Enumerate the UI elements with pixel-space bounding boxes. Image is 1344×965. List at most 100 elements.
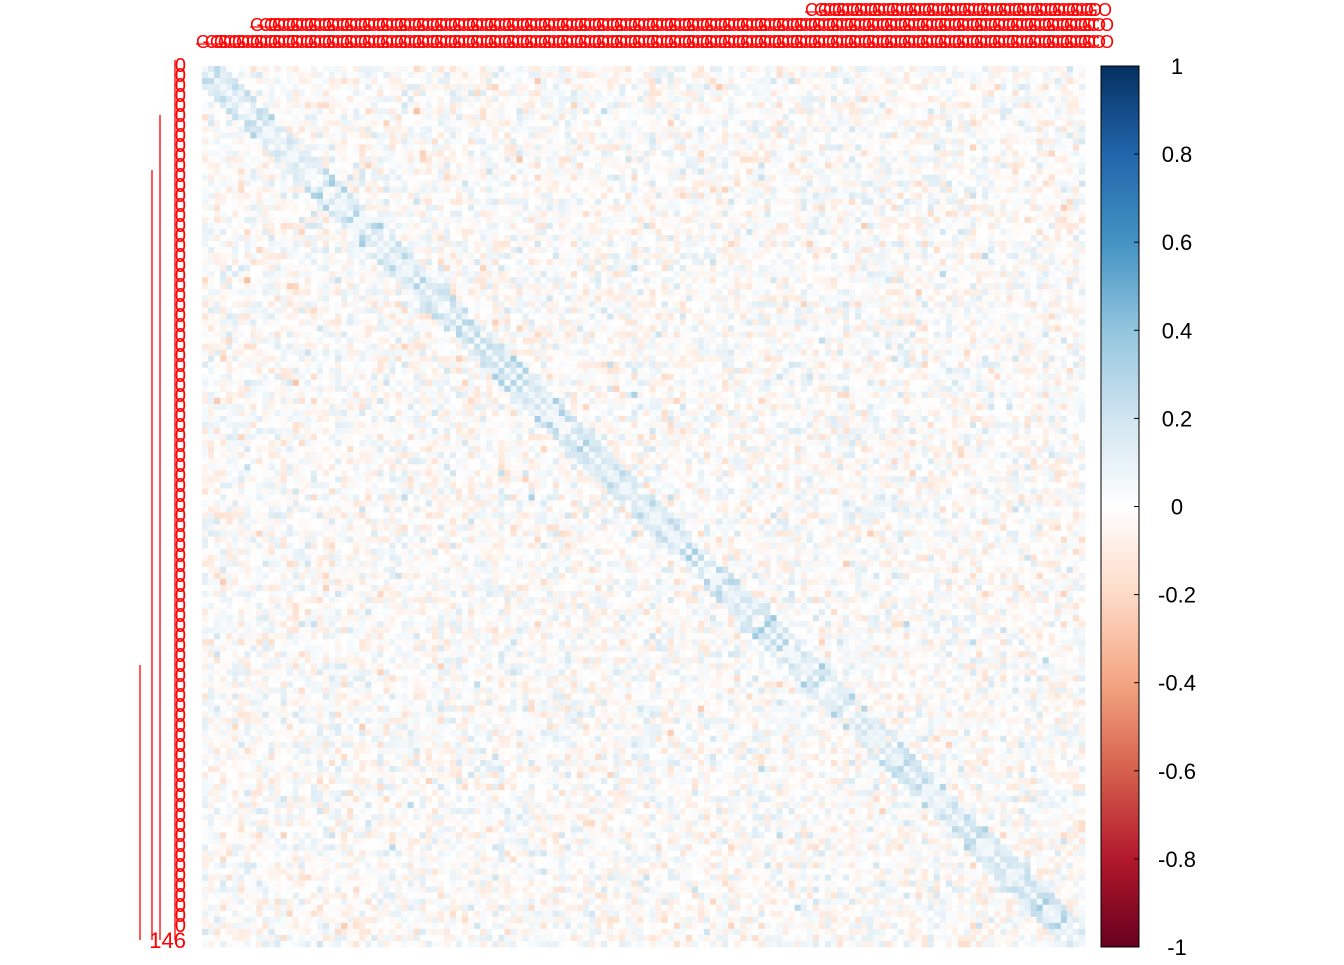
heatmap-cell (1025, 138, 1031, 144)
heatmap-cell (644, 132, 650, 138)
heatmap-cell (813, 114, 819, 120)
heatmap-cell (1025, 229, 1031, 235)
heatmap-cell (758, 144, 764, 150)
heatmap-cell (396, 114, 402, 120)
heatmap-cell (492, 253, 498, 259)
heatmap-cell (662, 84, 668, 90)
heatmap-cell (777, 163, 783, 169)
heatmap-cell (571, 235, 577, 241)
heatmap-cell (541, 253, 547, 259)
heatmap-cell (305, 108, 311, 114)
heatmap-cell (220, 229, 226, 235)
heatmap-cell (946, 193, 952, 199)
heatmap-cell (758, 181, 764, 187)
heatmap-cell (1043, 229, 1049, 235)
heatmap-cell (250, 169, 256, 175)
heatmap-cell (1049, 96, 1055, 102)
heatmap-cell (1067, 120, 1073, 126)
heatmap-cell (758, 132, 764, 138)
heatmap-cell (1073, 72, 1079, 78)
heatmap-cell (577, 150, 583, 156)
heatmap-cell (287, 205, 293, 211)
heatmap-cell (650, 259, 656, 265)
heatmap-cell (553, 247, 559, 253)
heatmap-cell (281, 223, 287, 229)
heatmap-cell (281, 259, 287, 265)
heatmap-cell (583, 253, 589, 259)
heatmap-cell (311, 175, 317, 181)
heatmap-cell (637, 217, 643, 223)
heatmap-cell (885, 72, 891, 78)
heatmap-cell (516, 235, 522, 241)
heatmap-cell (704, 120, 710, 126)
heatmap-cell (420, 66, 426, 72)
heatmap-cell (1043, 217, 1049, 223)
heatmap-cell (414, 108, 420, 114)
heatmap-cell (1079, 193, 1085, 199)
heatmap-cell (595, 199, 601, 205)
heatmap-cell (940, 163, 946, 169)
heatmap-cell (601, 144, 607, 150)
heatmap-cell (1012, 78, 1018, 84)
heatmap-cell (510, 102, 516, 108)
heatmap-cell (607, 120, 613, 126)
heatmap-cell (456, 120, 462, 126)
heatmap-cell (589, 66, 595, 72)
heatmap-cell (867, 120, 873, 126)
heatmap-cell (783, 84, 789, 90)
heatmap-cell (365, 138, 371, 144)
heatmap-cell (988, 241, 994, 247)
heatmap-cell (1061, 144, 1067, 150)
heatmap-cell (269, 193, 275, 199)
heatmap-cell (232, 229, 238, 235)
heatmap-cell (1006, 241, 1012, 247)
heatmap-cell (825, 181, 831, 187)
heatmap-cell (262, 138, 268, 144)
heatmap-cell (1049, 132, 1055, 138)
heatmap-cell (323, 132, 329, 138)
heatmap-cell (674, 253, 680, 259)
heatmap-cell (311, 205, 317, 211)
heatmap-cell (317, 211, 323, 217)
heatmap-cell (855, 223, 861, 229)
heatmap-cell (825, 114, 831, 120)
heatmap-cell (704, 193, 710, 199)
heatmap-cell (329, 102, 335, 108)
heatmap-cell (480, 66, 486, 72)
heatmap-cell (583, 114, 589, 120)
heatmap-cell (982, 223, 988, 229)
heatmap-cell (710, 211, 716, 217)
heatmap-cell (783, 193, 789, 199)
heatmap-cell (287, 271, 293, 277)
heatmap-cell (746, 205, 752, 211)
heatmap-cell (335, 78, 341, 84)
heatmap-cell (728, 199, 734, 205)
heatmap-cell (1000, 211, 1006, 217)
heatmap-cell (408, 211, 414, 217)
heatmap-cell (226, 247, 232, 253)
heatmap-cell (474, 265, 480, 271)
heatmap-cell (916, 102, 922, 108)
heatmap-cell (771, 132, 777, 138)
heatmap-cell (305, 241, 311, 247)
heatmap-cell (740, 102, 746, 108)
heatmap-cell (904, 259, 910, 265)
heatmap-cell (486, 181, 492, 187)
heatmap-cell (601, 259, 607, 265)
heatmap-cell (547, 253, 553, 259)
heatmap-cell (275, 66, 281, 72)
heatmap-cell (777, 247, 783, 253)
heatmap-cell (994, 120, 1000, 126)
heatmap-cell (988, 120, 994, 126)
heatmap-cell (807, 72, 813, 78)
heatmap-cell (577, 144, 583, 150)
heatmap-cell (982, 193, 988, 199)
heatmap-cell (516, 229, 522, 235)
heatmap-cell (571, 114, 577, 120)
heatmap-cell (843, 78, 849, 84)
heatmap-cell (783, 96, 789, 102)
heatmap-cell (456, 66, 462, 72)
heatmap-cell (365, 235, 371, 241)
heatmap-cell (468, 144, 474, 150)
heatmap-cell (450, 253, 456, 259)
